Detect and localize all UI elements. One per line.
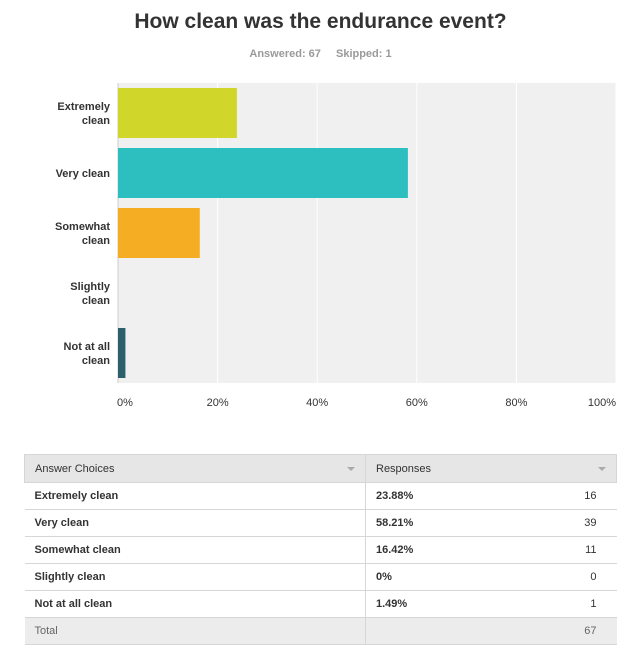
category-label: Extremely (57, 101, 110, 113)
responses-header[interactable]: Responses (365, 454, 617, 483)
sort-caret-icon[interactable] (598, 467, 606, 471)
category-label: Not at all (64, 341, 110, 353)
row-choice: Slightly clean (24, 563, 366, 591)
row-percent: 16.42% (365, 536, 511, 564)
row-count: 39 (510, 509, 617, 537)
total-label: Total (24, 617, 366, 645)
x-tick-label: 0% (117, 397, 133, 409)
row-count: 0 (510, 563, 617, 591)
row-choice: Somewhat clean (24, 536, 366, 564)
row-percent: 23.88% (365, 482, 511, 510)
category-label: clean (82, 355, 110, 367)
answer-choices-header-label: Answer Choices (35, 462, 115, 475)
table-row: Somewhat clean 16.42% 11 (24, 536, 617, 564)
answer-choices-header[interactable]: Answer Choices (24, 454, 366, 483)
category-label: clean (82, 115, 110, 127)
total-count: 67 (510, 617, 617, 645)
table-row: Slightly clean 0% 0 (24, 563, 617, 591)
category-label: clean (82, 295, 110, 307)
row-count: 16 (510, 482, 617, 510)
table-row: Not at all clean 1.49% 1 (24, 590, 617, 618)
responses-header-label: Responses (376, 462, 432, 475)
x-tick-label: 100% (588, 397, 616, 409)
row-percent: 1.49% (365, 590, 511, 618)
x-tick-label: 80% (505, 397, 527, 409)
category-label: Slightly (70, 281, 111, 293)
chart-title: How clean was the endurance event? (134, 10, 507, 33)
skipped-count: Skipped: 1 (335, 48, 392, 60)
total-spacer (365, 617, 511, 645)
table-header-row: Answer Choices Responses (24, 454, 617, 483)
total-row: Total 67 (24, 617, 617, 645)
responses-table: Answer Choices Responses Extremely clean… (24, 454, 617, 645)
row-count: 1 (510, 590, 617, 618)
row-choice: Very clean (24, 509, 366, 537)
row-choice: Not at all clean (24, 590, 366, 618)
row-count: 11 (510, 536, 617, 564)
x-tick-label: 60% (406, 397, 428, 409)
category-label: Very clean (56, 168, 111, 180)
bar-not-at-all-clean (118, 328, 126, 378)
bar-very-clean (118, 148, 408, 198)
category-label: Somewhat (55, 221, 110, 233)
category-label: clean (82, 235, 110, 247)
row-choice: Extremely clean (24, 482, 366, 510)
answered-count: Answered: 67 (249, 48, 321, 60)
row-percent: 58.21% (365, 509, 511, 537)
bar-extremely-clean (118, 88, 237, 138)
x-tick-label: 40% (306, 397, 328, 409)
table-row: Extremely clean 23.88% 16 (24, 482, 617, 510)
bar-somewhat-clean (118, 208, 200, 258)
row-percent: 0% (365, 563, 511, 591)
bar-chart: 0% 20% 40% 60% 80% 100% Extremely clean Very cle… (55, 83, 617, 409)
sort-caret-icon[interactable] (347, 467, 355, 471)
response-stats: Answered: 67 Skipped: 1 (0, 48, 641, 60)
x-tick-label: 20% (207, 397, 229, 409)
table-row: Very clean 58.21% 39 (24, 509, 617, 537)
